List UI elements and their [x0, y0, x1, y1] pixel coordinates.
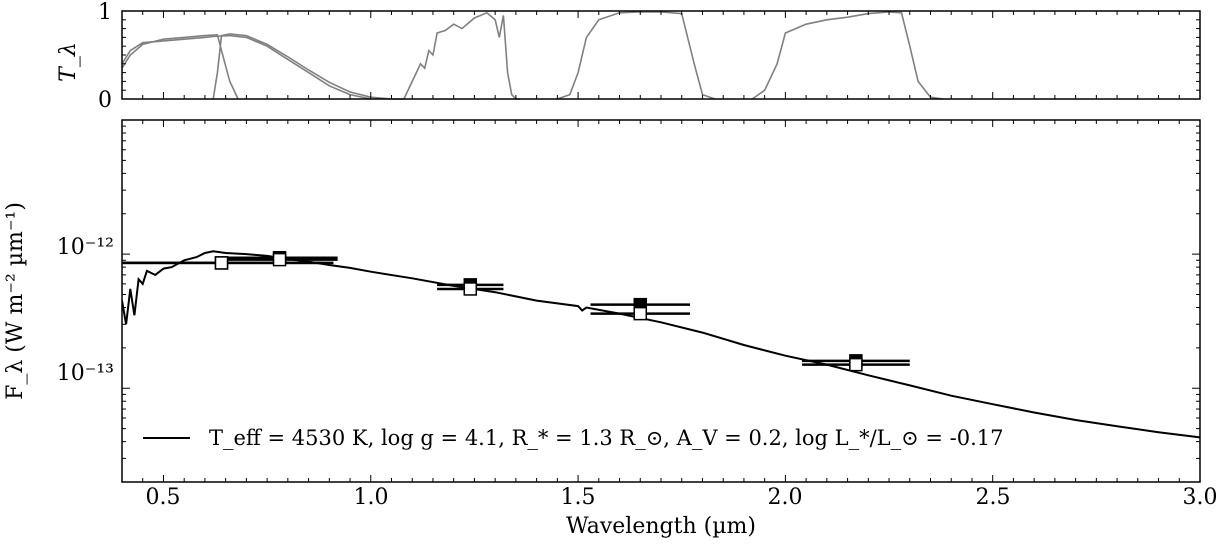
open-square-marker	[849, 357, 863, 372]
sed-x-tick-label-2: 1.5	[561, 485, 596, 510]
legend-label: T_eff = 4530 K, log g = 4.1, R_* = 1.3 R…	[209, 426, 1004, 450]
transmission-curve-2	[212, 33, 404, 100]
photometry-markers	[214, 250, 863, 372]
transmission-y-tick-label-0: 0	[98, 88, 112, 113]
transmission-y-tick-label-1: 1	[98, 0, 112, 25]
photometry-errorbars	[122, 256, 910, 366]
sed-y-tick-label-1: 10⁻¹³	[57, 361, 114, 386]
open-square-marker	[463, 282, 478, 296]
sed-panel: 0.5 1.0 1.5 2.0 2.5 3.0 10⁻¹² 10⁻¹³ Wave…	[3, 119, 1218, 539]
sed-x-tick-label-4: 2.5	[976, 485, 1011, 510]
open-square-marker	[633, 306, 648, 321]
transmission-panel: 0 1 T_λ	[56, 0, 1201, 113]
sed-y-axis-label: F_λ (W m⁻² µm⁻¹)	[3, 202, 28, 400]
transmission-y-axis-label: T_λ	[56, 42, 81, 82]
sed-axes-frame	[121, 119, 1201, 483]
sed-model-line	[122, 250, 1200, 439]
sed-y-tick-label-0: 10⁻¹²	[57, 235, 114, 260]
open-square-marker	[272, 252, 287, 267]
sed-x-tick-label-3: 2.0	[768, 485, 803, 510]
transmission-curve-1	[121, 34, 371, 100]
transmission-curves	[121, 11, 944, 100]
transmission-curve-0	[121, 33, 239, 100]
sed-x-axis-label: Wavelength (µm)	[566, 514, 756, 539]
sed-model-layer	[122, 250, 1200, 439]
transmission-curve-4	[557, 11, 716, 100]
transmission-curve-5	[751, 11, 944, 100]
sed-x-tick-label-0: 0.5	[146, 485, 181, 510]
sed-x-tick-label-1: 1.0	[354, 485, 389, 510]
sed-x-tick-label-5: 3.0	[1183, 485, 1218, 510]
open-square-marker	[214, 256, 229, 270]
transmission-curve-3	[403, 11, 520, 100]
transmission-axes-frame	[121, 10, 1201, 100]
